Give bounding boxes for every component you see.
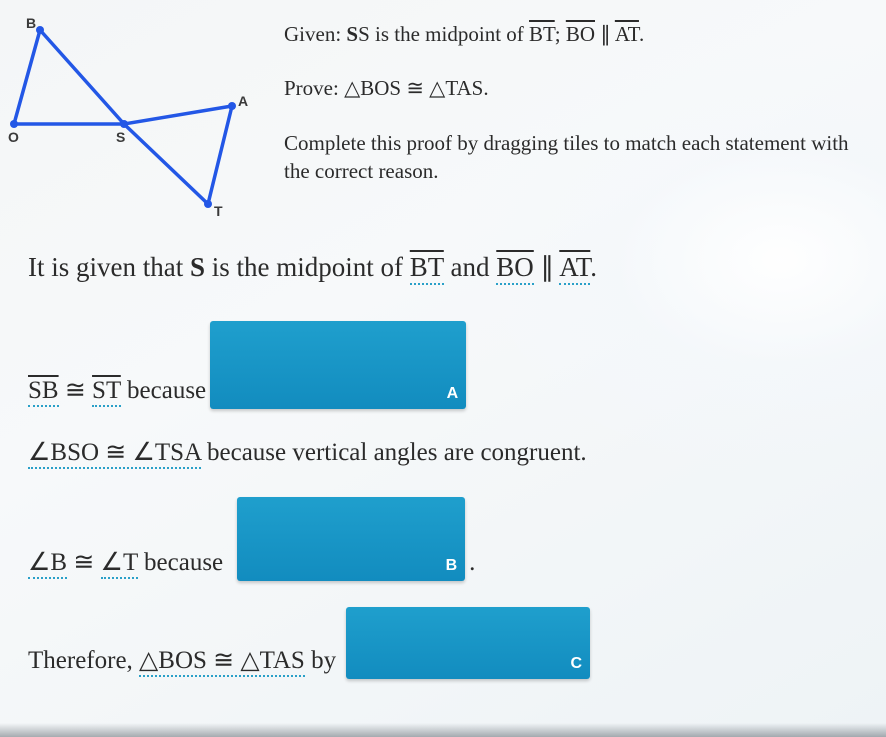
instruction-text: Complete this proof by dragging tiles to… bbox=[284, 129, 864, 186]
l5-by: by bbox=[305, 647, 336, 674]
l4-because: because bbox=[138, 549, 223, 576]
l4-cong: ≅ bbox=[67, 549, 100, 576]
l1-a: It is given that bbox=[28, 252, 190, 282]
l2-cong: ≅ bbox=[59, 377, 92, 404]
tile-a-label: A bbox=[447, 382, 459, 405]
l1-e: . bbox=[590, 252, 597, 282]
l2-because: because bbox=[121, 377, 206, 404]
l5-triangles: △BOS ≅ △TAS bbox=[139, 647, 305, 677]
point-a-label: A bbox=[238, 93, 248, 109]
l4-ang-b: ∠B bbox=[28, 549, 67, 579]
prove-statement: △BOS ≅ △TAS. bbox=[344, 76, 489, 100]
given-seg-bo: BO bbox=[566, 22, 595, 46]
given-text1: S is the midpoint of bbox=[358, 22, 529, 46]
l1-b: S bbox=[190, 252, 205, 282]
l1-seg-bt: BT bbox=[410, 252, 444, 285]
point-b-label: B bbox=[26, 18, 36, 31]
l4-ang-t: ∠T bbox=[101, 549, 138, 579]
point-t-label: T bbox=[214, 203, 223, 218]
prove-line: Prove: △BOS ≅ △TAS. bbox=[284, 74, 864, 102]
geometry-diagram: B O S A T bbox=[8, 18, 248, 218]
given-s: S bbox=[346, 22, 358, 46]
l5-therefore: Therefore, bbox=[28, 647, 139, 674]
l1-c: is the midpoint of bbox=[205, 252, 410, 282]
proof-line-4: ∠B ≅ ∠T because B . bbox=[28, 497, 864, 581]
tile-b-label: B bbox=[446, 554, 458, 577]
l1-seg-at: AT bbox=[559, 252, 590, 285]
l2-seg-sb: SB bbox=[28, 377, 59, 407]
given-period: . bbox=[639, 22, 644, 46]
drop-tile-c[interactable]: C bbox=[346, 607, 590, 679]
proof-line-5: Therefore, △BOS ≅ △TAS by C bbox=[28, 607, 864, 679]
given-seg-at: AT bbox=[615, 22, 639, 46]
l1-d: and bbox=[444, 252, 496, 282]
l3-reason: because vertical angles are congruent. bbox=[201, 439, 587, 466]
drop-tile-b[interactable]: B bbox=[237, 497, 465, 581]
given-prefix: Given: bbox=[284, 22, 346, 46]
l1-seg-bo: BO bbox=[496, 252, 534, 285]
point-s-label: S bbox=[116, 129, 125, 145]
l1-parallel: ∥ bbox=[534, 252, 560, 282]
proof-line-2: SB ≅ ST because A bbox=[28, 321, 864, 409]
bottom-shadow bbox=[0, 723, 886, 737]
given-seg-bt: BT bbox=[529, 22, 555, 46]
drop-tile-a[interactable]: A bbox=[210, 321, 466, 409]
prove-prefix: Prove: bbox=[284, 76, 344, 100]
proof-line-3: ∠BSO ≅ ∠TSA because vertical angles are … bbox=[28, 435, 864, 471]
given-line: Given: SS is the midpoint of BT; BO ∥ AT… bbox=[284, 20, 864, 48]
parallel-symbol: ∥ bbox=[595, 22, 615, 46]
l3-angles: ∠BSO ≅ ∠TSA bbox=[28, 439, 201, 469]
tile-c-label: C bbox=[571, 652, 583, 675]
given-sep: ; bbox=[555, 22, 566, 46]
l4-period: . bbox=[469, 545, 475, 581]
proof-line-1: It is given that S is the midpoint of BT… bbox=[28, 248, 864, 287]
point-o-label: O bbox=[8, 129, 19, 145]
l2-seg-st: ST bbox=[92, 377, 121, 407]
